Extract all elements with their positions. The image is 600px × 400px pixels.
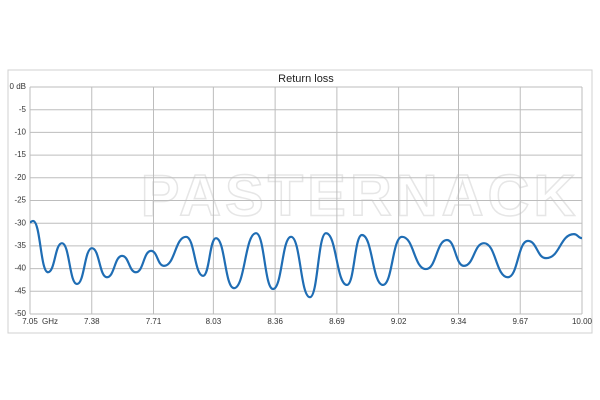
y-tick-label: -5 <box>19 105 27 114</box>
y-tick-label: -40 <box>14 264 26 273</box>
y-tick-label: 0 dB <box>10 82 26 91</box>
chart-frame <box>7 69 593 334</box>
watermark: PASTERNACK <box>141 163 580 228</box>
x-tick-label: 7.38 <box>84 317 100 326</box>
y-tick-label: -25 <box>14 196 26 205</box>
x-tick-label: 10.00 <box>572 317 593 326</box>
x-tick-label: 7.05 <box>22 317 38 326</box>
x-tick-label: 9.02 <box>391 317 407 326</box>
y-tick-label: -10 <box>14 128 26 137</box>
y-tick-label: -45 <box>14 286 26 295</box>
x-tick-label: 9.34 <box>451 317 467 326</box>
x-tick-label: 8.03 <box>206 317 222 326</box>
x-axis-label: GHz <box>42 317 58 326</box>
data-line <box>29 219 583 299</box>
y-tick-label: -30 <box>14 218 26 227</box>
y-tick-label: -15 <box>14 150 26 159</box>
y-tick-label: -50 <box>14 309 26 318</box>
x-tick-label: 8.36 <box>267 317 283 326</box>
y-tick-label: -35 <box>14 241 26 250</box>
x-tick-label: 9.67 <box>512 317 528 326</box>
chart-title: Return loss <box>278 73 334 85</box>
y-tick-label: -20 <box>14 173 26 182</box>
x-tick-label: 8.69 <box>329 317 345 326</box>
x-tick-label: 7.71 <box>146 317 162 326</box>
